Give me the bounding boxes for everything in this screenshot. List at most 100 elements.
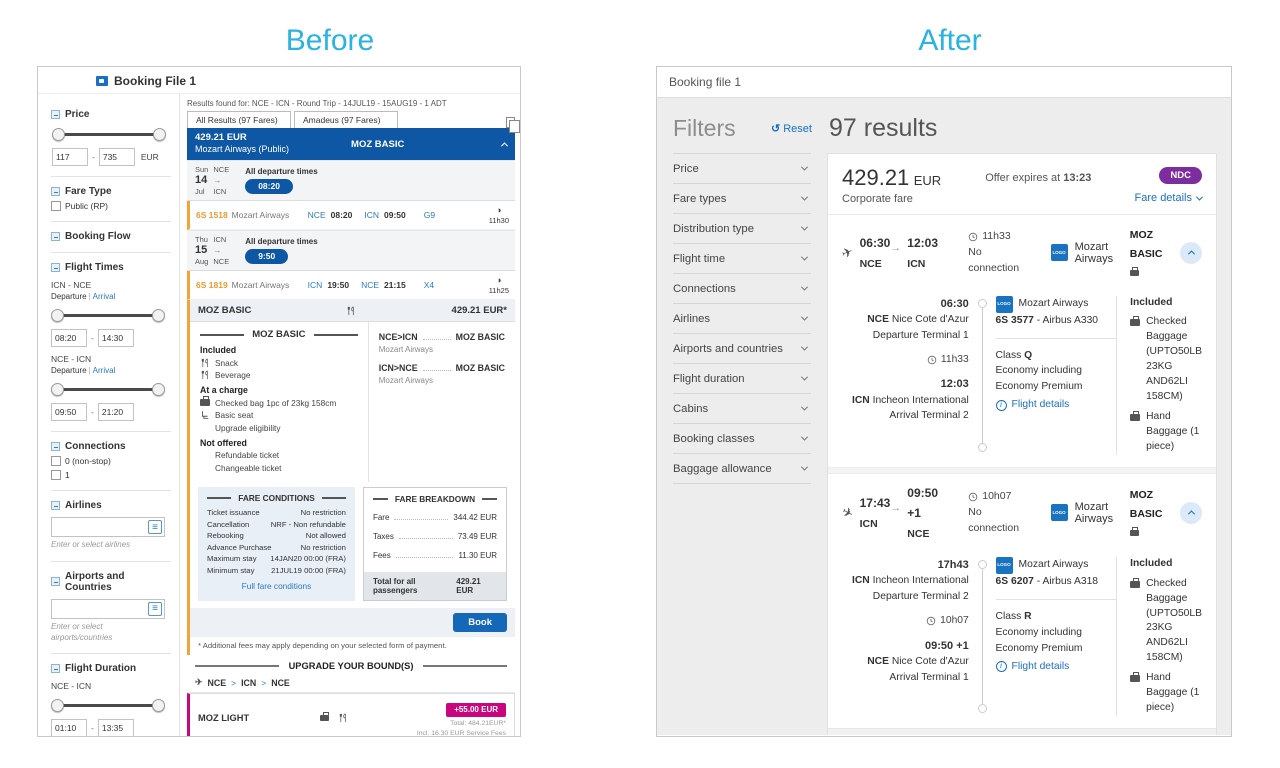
filter-label: Booking classes [673,432,755,445]
collapse-segment-button[interactable] [1180,501,1202,524]
collapse-icon [51,664,60,674]
dep-time: 17:43 [859,495,891,510]
time-to-input[interactable]: 14:30 [97,329,134,347]
time-slider[interactable] [51,309,165,322]
arrival-toggle[interactable]: Arrival [92,366,116,375]
filter-header-flight-duration[interactable]: Flight Duration [51,663,171,674]
filter-item-flight-time[interactable]: Flight time [673,243,811,273]
segment-airline: LOGO Mozart Airways [1050,240,1114,265]
price-max-input[interactable]: 735 [98,148,135,166]
filter-item-fare-types[interactable]: Fare types [673,183,811,213]
fare-details-link[interactable]: Fare details [1135,192,1204,204]
filter-item-price[interactable]: Price [673,153,811,183]
connections-option[interactable]: 1 [51,470,171,480]
slider-thumb-left[interactable] [51,699,64,713]
full-fare-conditions-link[interactable]: Full fare conditions [241,581,312,592]
slider-thumb-right[interactable] [152,383,165,396]
flight-details-link[interactable]: Flight details [995,397,1117,413]
filter-item-airports-countries[interactable]: Airports and countries [673,333,811,363]
airline-logo: LOGO [1050,504,1068,522]
upgrade-card-moz-light[interactable]: MOZ LIGHT +55.00 EUR Total: 484.21EUR* I… [187,693,515,736]
breakdown-row: Fare 344.42 EUR [372,513,497,522]
fare-conditions-box: FARE CONDITIONS Ticket issuance No restri… [198,487,355,601]
filter-header-airports[interactable]: Airports and Countries [51,571,171,593]
filter-header-fare-type[interactable]: Fare Type [51,186,171,197]
arrival-toggle[interactable]: Arrival [92,292,116,301]
fare-type-option[interactable]: Public (RP) [51,201,171,211]
list-picker-icon[interactable] [148,601,162,616]
checkbox[interactable] [51,470,61,480]
copy-icon[interactable] [506,117,520,133]
condition-row: Ticket issuance No restriction [207,508,346,517]
arr-code: ICN [364,210,380,221]
slider-thumb-right[interactable] [152,309,165,322]
segment-duration: 10h07 No connection [968,490,1020,534]
route-label: ICN - NCE [51,280,92,290]
filter-item-distribution-type[interactable]: Distribution type [673,213,811,243]
filter-item-booking-classes[interactable]: Booking classes [673,423,811,453]
time-to-input[interactable]: 21:20 [97,403,134,421]
timeline [978,559,986,714]
plane-icon [195,677,203,688]
price-min-input[interactable]: 117 [52,148,88,166]
checkbox[interactable] [51,456,61,466]
charge-title: At a charge [200,385,248,395]
flight-details-link[interactable]: Flight details [995,659,1117,675]
slider-thumb-right[interactable] [152,699,165,713]
filter-header-price[interactable]: Price [51,109,171,120]
filter-header-airlines[interactable]: Airlines [51,500,171,511]
departure-toggle[interactable]: Departure [51,292,87,301]
filter-header-booking-flow[interactable]: Booking Flow [51,231,171,242]
slider-thumb-left[interactable] [51,383,64,396]
chevron-up-icon[interactable] [500,141,509,149]
book-button[interactable]: Book [453,613,507,632]
flight-row-outbound[interactable]: 6S 1518 Mozart Airways NCE 08:20 ICN 09:… [187,201,515,231]
slider-thumb-left[interactable] [51,309,64,322]
filter-label: Connections [65,441,126,452]
checkbox[interactable] [51,201,61,211]
filter-header-flight-times[interactable]: Flight Times [51,262,171,273]
reset-filters-button[interactable]: Reset [771,122,829,135]
time-pill[interactable]: 9:50 [245,248,289,264]
tab-amadeus[interactable]: Amadeus (97 Fares) [294,111,398,128]
offer-header[interactable]: 429.21 EUR Mozart Airways (Public) MOZ B… [187,128,515,161]
price-slider[interactable] [52,128,166,141]
time-from-input[interactable]: 09:50 [51,403,87,421]
filter-section-flight-duration: Flight Duration NCE - ICN 01:10-13:35 IC… [51,653,171,736]
arr-time: 12:03 [907,235,938,250]
duration-from-input[interactable]: 01:10 [51,719,87,736]
plane-takeoff-icon [842,245,860,261]
filter-item-airlines[interactable]: Airlines [673,303,811,333]
refresh-icon [771,122,780,135]
duration-slider[interactable] [51,699,165,713]
filter-item-flight-duration[interactable]: Flight duration [673,363,811,393]
dep-code: NCE [859,257,882,270]
filter-item-cabins[interactable]: Cabins [673,393,811,423]
airlines-input[interactable] [51,517,165,537]
collapse-segment-button[interactable] [1180,241,1202,264]
time-from-input[interactable]: 08:20 [51,329,87,347]
dep-time: 06:30 [859,235,891,250]
slider-thumb-right[interactable] [153,128,166,141]
filter-item-connections[interactable]: Connections [673,273,811,303]
chevron-down-icon [800,373,809,381]
filter-item-baggage-allowance[interactable]: Baggage allowance [673,453,811,484]
airports-input[interactable] [51,598,165,619]
departure-toggle[interactable]: Departure [51,366,87,375]
flight-duration: 11h30 [489,205,509,225]
connections-option[interactable]: 0 (non-stop) [51,456,171,466]
not-offered-title: Not offered [200,437,247,448]
list-picker-icon[interactable] [148,520,162,534]
duration-to-input[interactable]: 13:35 [97,719,134,736]
time-pill[interactable]: 08:20 [245,178,293,194]
flight-row-return[interactable]: 6S 1819 Mozart Airways ICN 19:50 NCE 21:… [187,271,515,300]
filter-label: Price [673,162,699,175]
departure-times-label: All departure times [245,166,318,176]
time-slider[interactable] [51,383,165,396]
filter-header-connections[interactable]: Connections [51,441,171,452]
breakdown-row: Taxes 73.49 EUR [372,532,497,541]
slider-thumb-left[interactable] [52,128,65,141]
tab-all-results[interactable]: All Results (97 Fares) [187,111,291,128]
